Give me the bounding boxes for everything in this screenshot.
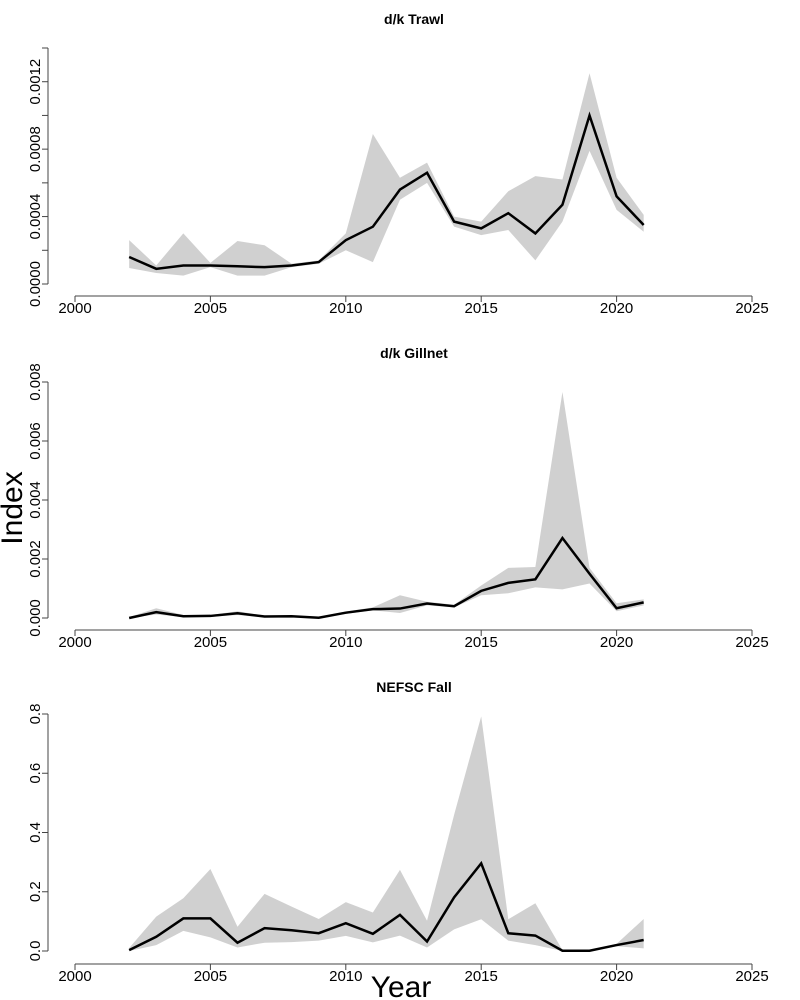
index-line [128, 111, 645, 271]
panel-title: d/k Gillnet [380, 345, 448, 361]
y-tick-label: 0.0008 [27, 126, 44, 172]
y-tick-label: 0.0000 [27, 261, 44, 307]
panel-title: d/k Trawl [384, 11, 444, 27]
x-tick-label: 2010 [329, 968, 362, 985]
panel-1: d/k Trawl 0.0000 0.0004 0.0008 0.0012 2000 200… [27, 11, 769, 317]
y-tick-label: 0.6 [27, 763, 44, 784]
x-tick-label: 2015 [465, 634, 498, 651]
x-tick-label: 2020 [600, 300, 633, 317]
index-line [128, 860, 644, 952]
x-tick-label: 2020 [600, 634, 633, 651]
y-tick-label: 0.2 [27, 881, 44, 902]
x-tick-label: 2025 [735, 634, 768, 651]
confidence-band [129, 73, 644, 276]
panel-3: NEFSC Fall 0.0 0.2 0.4 0.6 0.8 2000 2005 2010 201… [27, 679, 769, 985]
y-tick-label: 0.002 [27, 540, 44, 578]
confidence-band [129, 716, 644, 951]
panel-title: NEFSC Fall [376, 679, 451, 695]
x-tick-label: 2020 [600, 968, 633, 985]
y-tick-label: 0.006 [27, 422, 44, 460]
y-tick-label: 0.0004 [27, 194, 44, 240]
x-tick-label: 2025 [735, 968, 768, 985]
index-line [128, 535, 644, 620]
panels: d/k Trawl 0.0000 0.0004 0.0008 0.0012 2000 200… [27, 11, 769, 985]
x-tick-label: 2000 [58, 300, 91, 317]
y-tick-label: 0.0 [27, 941, 44, 962]
x-tick-label: 2005 [194, 968, 227, 985]
x-tick-label: 2005 [194, 634, 227, 651]
y-tick-label: 0.004 [27, 481, 44, 519]
x-tick-label: 2010 [329, 300, 362, 317]
x-tick-label: 2000 [58, 634, 91, 651]
confidence-band [129, 392, 644, 618]
x-axis-title: Year [371, 971, 432, 1000]
x-tick-label: 2000 [58, 968, 91, 985]
x-tick-label: 2005 [194, 300, 227, 317]
y-tick-label: 0.0012 [27, 59, 44, 105]
y-tick-label: 0.000 [27, 599, 44, 637]
y-tick-label: 0.4 [27, 822, 44, 843]
x-tick-label: 2015 [465, 300, 498, 317]
x-tick-label: 2025 [735, 300, 768, 317]
x-tick-label: 2015 [465, 968, 498, 985]
y-axis-title: Index [0, 471, 29, 544]
panel-2: d/k Gillnet 0.000 0.002 0.004 0.006 0.008 2000… [27, 345, 769, 651]
y-tick-label: 0.008 [27, 363, 44, 401]
x-tick-label: 2010 [329, 634, 362, 651]
y-tick-label: 0.8 [27, 704, 44, 725]
